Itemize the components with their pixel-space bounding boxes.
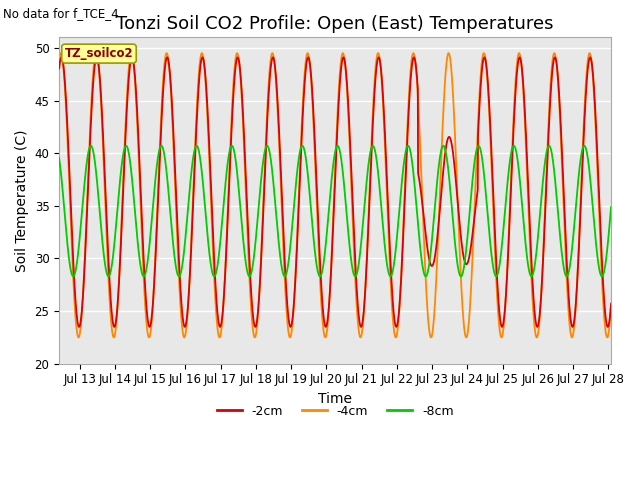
Text: TZ_soilco2: TZ_soilco2 xyxy=(65,47,133,60)
Legend: -2cm, -4cm, -8cm: -2cm, -4cm, -8cm xyxy=(212,400,459,423)
Y-axis label: Soil Temperature (C): Soil Temperature (C) xyxy=(15,129,29,272)
Title: Tonzi Soil CO2 Profile: Open (East) Temperatures: Tonzi Soil CO2 Profile: Open (East) Temp… xyxy=(116,15,554,33)
Text: No data for f_TCE_4: No data for f_TCE_4 xyxy=(3,7,119,20)
X-axis label: Time: Time xyxy=(318,392,352,406)
